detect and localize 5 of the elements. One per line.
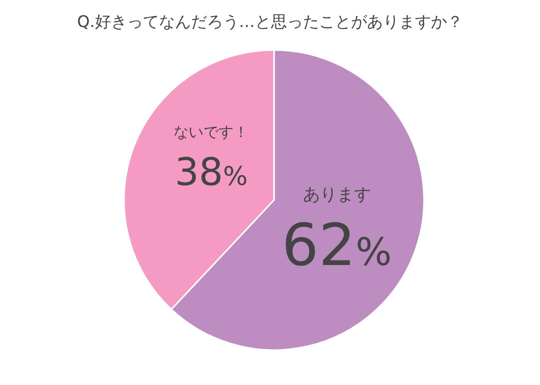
chart-title: Q.好きってなんだろう…と思ったことがありますか？ xyxy=(77,12,463,31)
data-label: 38% xyxy=(174,150,248,194)
data-label: 62% xyxy=(282,210,392,279)
slice-label: ないです！ xyxy=(174,123,249,142)
slice-label: あります xyxy=(302,184,371,205)
